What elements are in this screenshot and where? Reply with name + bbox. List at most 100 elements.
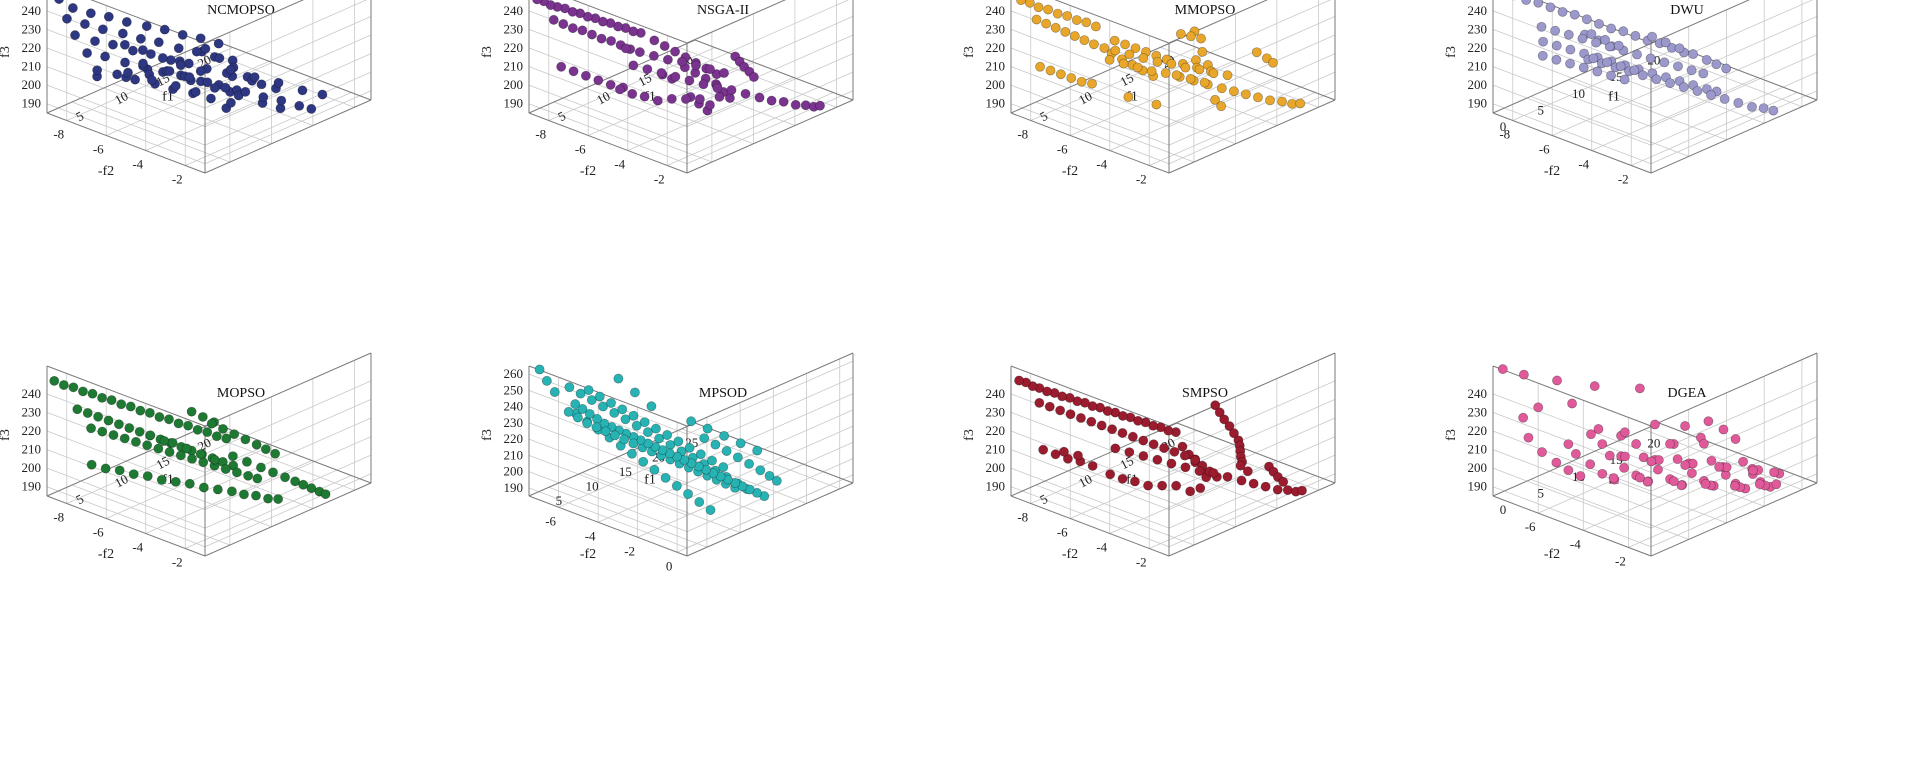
x-tick-label: 15 [1118, 453, 1137, 472]
panel-nsga-ii: NSGA-II 5101520-8-6-4-219020021022023024… [480, 0, 964, 382]
floor-grid-line [1109, 77, 1276, 151]
data-point [1034, 397, 1045, 408]
data-point [1079, 35, 1090, 46]
data-point [1138, 451, 1149, 461]
floor-grid-line [627, 77, 794, 151]
wall-grid-line [46, 66, 206, 127]
data-point [54, 0, 64, 4]
data-point [86, 459, 97, 470]
data-point [1575, 471, 1586, 481]
data-point [167, 437, 178, 448]
x-tick-label: 15 [619, 464, 632, 479]
data-point [710, 439, 721, 450]
data-point [1768, 105, 1779, 116]
data-point [120, 57, 130, 68]
z-tick-label: 220 [986, 40, 1006, 55]
data-point [241, 456, 252, 467]
data-point [1076, 76, 1087, 87]
data-point [70, 30, 81, 41]
data-point [1297, 485, 1307, 496]
data-point [740, 88, 751, 99]
data-point [1692, 86, 1703, 96]
data-point [1210, 400, 1221, 411]
data-point [82, 48, 93, 58]
floor-grid-line [1568, 462, 1727, 524]
data-point [634, 47, 645, 58]
data-point [49, 375, 60, 386]
data-point [575, 388, 586, 399]
data-point [268, 467, 278, 478]
axis-box-edge [1492, 112, 1652, 174]
data-point [191, 46, 202, 57]
y-tick-label: -8 [53, 127, 64, 142]
z-tick-label: 220 [504, 40, 524, 55]
data-point [596, 33, 607, 44]
x-axis-label: f1 [644, 473, 656, 488]
axis-box-edge [1492, 422, 1660, 497]
z-tick-label: 200 [504, 464, 524, 479]
data-point [1242, 466, 1253, 477]
data-point [240, 434, 251, 445]
axis-box-edge [1650, 99, 1818, 174]
data-point [273, 77, 284, 88]
wall-grid-line [1010, 449, 1170, 510]
z-tick-label: 210 [22, 442, 42, 457]
panel-title: SMPSO [1182, 386, 1228, 401]
axis-box-edge [686, 99, 854, 174]
data-point [670, 71, 681, 82]
data-point [121, 17, 132, 27]
data-point [680, 93, 691, 104]
data-point [229, 429, 240, 440]
wall-grid-line [1168, 34, 1336, 109]
z-axis-label: f3 [1444, 46, 1459, 58]
data-point [187, 453, 197, 464]
data-point [317, 89, 328, 100]
data-point [82, 408, 93, 418]
data-point [549, 387, 560, 397]
data-point [1224, 421, 1235, 432]
wall-grid-line [1650, 34, 1818, 109]
data-point [1185, 73, 1196, 84]
x-tick-label: 10 [112, 88, 131, 107]
axis-box-edge [1168, 482, 1336, 557]
data-point [719, 67, 729, 78]
data-point [72, 404, 83, 415]
data-point [1055, 405, 1066, 416]
data-point [646, 401, 657, 412]
data-point [1754, 479, 1765, 490]
data-point [164, 66, 175, 77]
data-point [227, 451, 238, 462]
data-point [1738, 456, 1749, 467]
data-point [1277, 96, 1287, 107]
data-point [1700, 478, 1711, 489]
y-tick-label: 0 [666, 558, 673, 573]
data-point [249, 72, 260, 83]
data-point [1588, 53, 1599, 64]
z-tick-label: 240 [1468, 3, 1488, 18]
data-point [670, 46, 681, 57]
data-point [306, 103, 317, 114]
wall-grid-line [1168, 417, 1336, 492]
data-point [1523, 432, 1534, 443]
data-point [146, 75, 157, 86]
data-point [1629, 65, 1640, 76]
x-tick-label: 20 [195, 435, 214, 454]
wall-grid-line [528, 103, 688, 165]
data-point [270, 448, 281, 459]
x-axis-label: f1 [162, 90, 174, 105]
y-tick-label: -4 [1570, 536, 1581, 551]
data-point [650, 423, 661, 434]
floor-grid-line [185, 475, 352, 549]
data-point [258, 92, 269, 103]
data-point [192, 424, 203, 435]
wall-grid-line [1492, 103, 1652, 165]
wall-grid-line [204, 53, 372, 127]
x-tick-label: 15 [1118, 70, 1137, 89]
x-tick-label: 5 [73, 108, 86, 124]
data-point [1551, 40, 1562, 51]
data-point [164, 447, 175, 457]
x-axis-label: f1 [162, 473, 174, 488]
axis-box-edge [1492, 495, 1652, 557]
data-point [260, 444, 271, 455]
z-tick-label: 200 [1468, 77, 1488, 92]
